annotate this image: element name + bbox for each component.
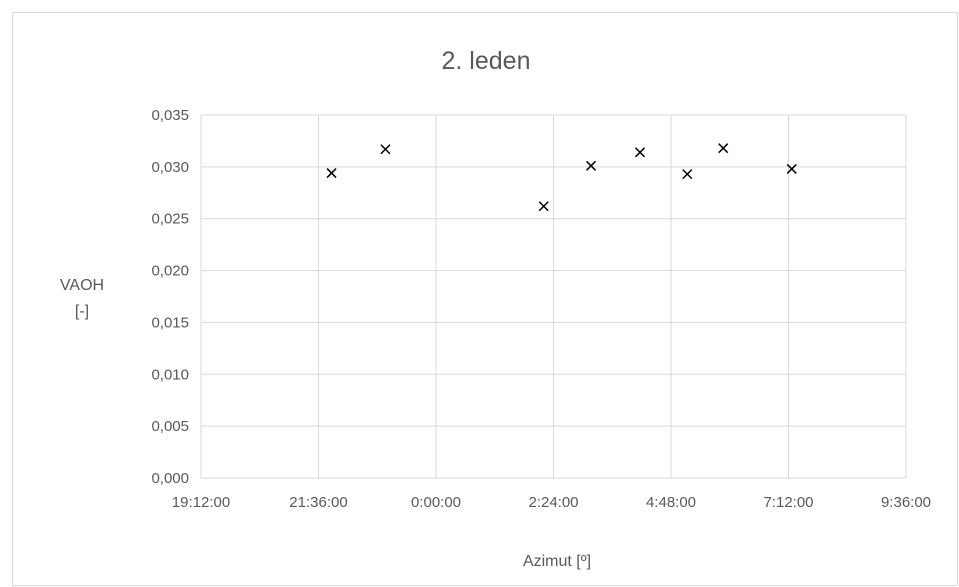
data-point	[538, 201, 549, 212]
data-point	[634, 147, 646, 158]
x-tick-label: 9:36:00	[881, 494, 931, 511]
data-point	[586, 160, 597, 171]
y-axis-ticks: 0,000 0,005 0,010 0,015 0,020 0,025 0,030 0,035	[151, 107, 189, 487]
y-tick-label: 0,020	[151, 263, 189, 280]
x-tick-label: 7:12:00	[763, 494, 813, 511]
x-tick-label: 4:48:00	[646, 494, 696, 511]
y-tick-label: 0,025	[151, 211, 189, 228]
y-tick-label: 0,015	[151, 314, 189, 331]
data-point	[718, 143, 729, 154]
y-axis-title-line2: [-]	[75, 303, 89, 320]
y-tick-label: 0,000	[151, 470, 189, 487]
data-point	[380, 144, 391, 155]
data-points	[326, 143, 797, 212]
chart-area: 2. leden 0,000 0,005 0,010 0,015 0,020 0,025 0…	[12, 12, 958, 586]
x-axis-title: Azimut [º]	[523, 553, 591, 570]
x-tick-label: 21:36:00	[289, 494, 347, 511]
scatter-chart: 2. leden 0,0000,0050,0100,0150,0200,0250…	[60, 47, 931, 570]
y-tick-label: 0,030	[151, 159, 189, 176]
chart-title: 2. leden	[442, 47, 531, 75]
data-point	[786, 163, 797, 174]
x-tick-label: 0:00:00	[411, 494, 461, 511]
x-tick-label: 19:12:00	[172, 494, 230, 511]
data-point	[682, 169, 693, 180]
x-tick-label: 2:24:00	[528, 494, 578, 511]
y-tick-label: 0,035	[151, 107, 189, 124]
y-tick-label: 0,005	[151, 418, 189, 435]
x-axis-ticks: 19:12:00 21:36:00 0:00:00 2:24:00 4:48:00 7:1…	[172, 494, 931, 511]
gridlines	[200, 114, 907, 479]
y-tick-label: 0,010	[151, 366, 189, 383]
data-point	[326, 168, 337, 179]
y-axis-title-line1: VAOH	[60, 277, 104, 294]
